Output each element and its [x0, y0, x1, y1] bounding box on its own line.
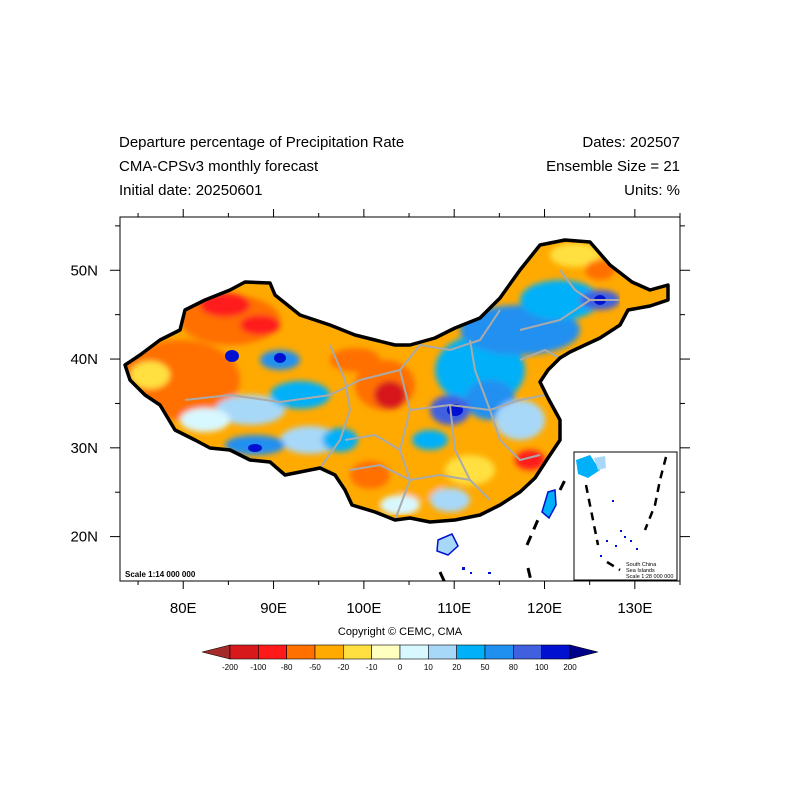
colorbar-bin — [258, 644, 287, 660]
lon-tick-label: 120E — [527, 600, 562, 617]
lon-tick-label: 90E — [260, 600, 287, 617]
axis-tick-labels: 80E 90E 100E 110E 120E 130E 50N 40N 30N 20N — [70, 262, 652, 617]
lon-tick-label: 130E — [617, 600, 652, 617]
hainan-island — [436, 533, 459, 556]
colorbar-bin — [541, 644, 571, 660]
colorbar-low-triangle — [201, 644, 231, 660]
colorbar-label: 20 — [452, 663, 461, 672]
title-line-2: CMA-CPSv3 monthly forecast — [119, 158, 319, 175]
ensemble-size-label: Ensemble Size = 21 — [546, 158, 680, 175]
colorbar-labels: -200 -100 -80 -50 -20 -10 0 10 20 50 80 100 200 — [222, 663, 577, 672]
inset-label-1: South China — [626, 562, 657, 568]
colorbar-label: -200 — [222, 663, 239, 672]
colorbar-bin — [314, 644, 344, 660]
colorbar-bin — [286, 644, 316, 660]
colorbar-bin — [428, 644, 457, 660]
colorbar-bin — [229, 644, 259, 660]
south-china-sea-inset: South China Sea Islands Scale 1:28 000 0… — [573, 451, 678, 581]
colorbar-label: -80 — [281, 663, 293, 672]
lon-tick-label: 80E — [170, 600, 197, 617]
colorbar-bin — [371, 644, 401, 660]
copyright-text: Copyright © CEMC, CMA — [337, 626, 463, 638]
colorbar-label: 100 — [535, 663, 549, 672]
colorbar-label: -20 — [338, 663, 350, 672]
colorbar-label: 0 — [398, 663, 403, 672]
lat-tick-label: 20N — [70, 529, 98, 546]
colorbar-label: 200 — [563, 663, 577, 672]
inset-label-2: Sea Islands — [626, 568, 655, 574]
colorbar — [201, 644, 599, 660]
colorbar-label: 80 — [509, 663, 518, 672]
map-frame — [119, 216, 681, 582]
lon-tick-label: 100E — [346, 600, 381, 617]
lon-tick-label: 110E — [437, 600, 471, 617]
china-border — [123, 238, 670, 524]
units-label: Units: % — [624, 182, 680, 199]
lat-tick-label: 40N — [70, 351, 98, 368]
colorbar-bin — [456, 644, 486, 660]
colorbar-bin — [513, 644, 542, 660]
small-islands — [462, 567, 491, 574]
maritime-boundary — [438, 477, 568, 581]
colorbar-label: -100 — [250, 663, 267, 672]
lat-tick-label: 50N — [70, 262, 98, 279]
colorbar-label: 10 — [424, 663, 433, 672]
colorbar-label: -10 — [366, 663, 378, 672]
inset-scale-label: Scale 1:28 000 000 — [626, 574, 673, 580]
colorbar-bin — [484, 644, 514, 660]
colorbar-label: -50 — [309, 663, 321, 672]
lat-tick-label: 30N — [70, 440, 98, 457]
scale-label: Scale 1:14 000 000 — [125, 570, 196, 579]
title-line-1: Departure percentage of Precipitation Ra… — [119, 134, 405, 151]
colorbar-label: 50 — [481, 663, 490, 672]
axis-ticks — [110, 209, 690, 589]
taiwan-island — [541, 489, 557, 520]
dates-label: Dates: 202507 — [582, 134, 680, 151]
colorbar-high-triangle — [569, 644, 599, 660]
title-line-3: Initial date: 20250601 — [119, 182, 263, 199]
colorbar-bin — [343, 644, 372, 660]
colorbar-bin — [399, 644, 429, 660]
